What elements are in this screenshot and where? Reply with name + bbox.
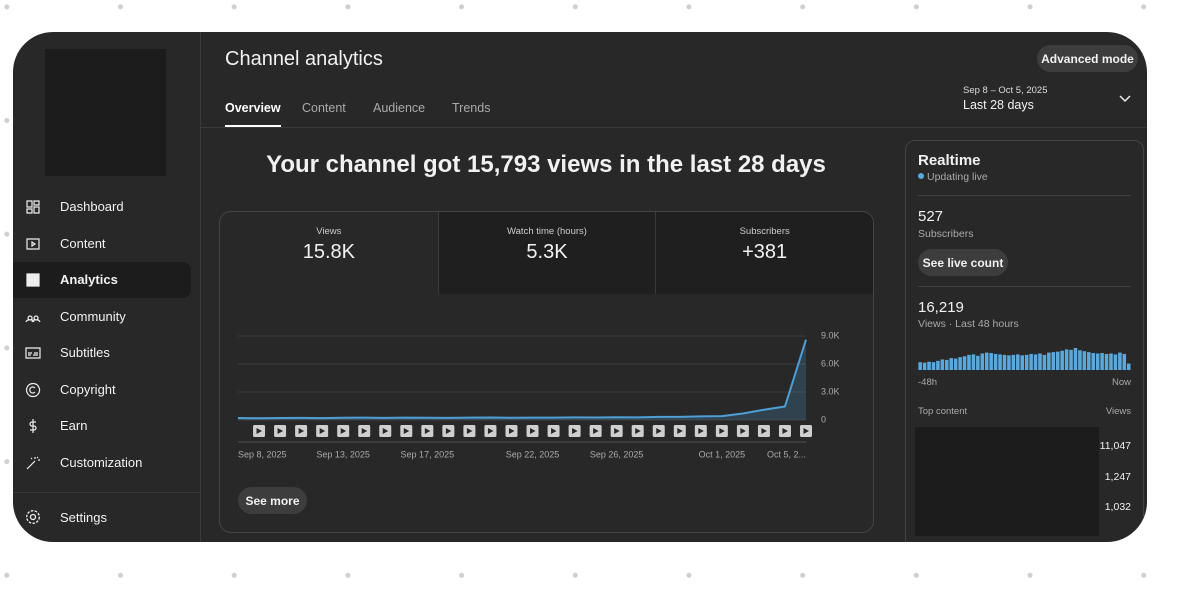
views-count: 16,219	[918, 299, 964, 316]
metric-label: Views	[316, 226, 342, 237]
icon-shape	[25, 347, 41, 359]
active-nav-background	[13, 262, 191, 298]
top-content-view-count: 11,047	[1099, 440, 1131, 452]
divider	[918, 195, 1131, 196]
metric-tab[interactable]: Views 15.8K	[220, 212, 438, 294]
top-content-view-count: 1,247	[1104, 470, 1131, 483]
subscriber-count: 527	[918, 208, 944, 225]
tab[interactable]: Trends	[452, 101, 491, 115]
nav-icon	[25, 314, 41, 322]
see-live-count-button[interactable]: See live count	[918, 249, 1008, 276]
icon-shape	[25, 382, 41, 397]
views-label: Views · Last 48 hours	[918, 318, 1019, 330]
subscriber-label: Subscribers	[918, 228, 974, 240]
tab[interactable]: Audience	[373, 101, 426, 115]
nav-item[interactable]: Copyright	[60, 381, 116, 397]
metric-label: Watch time (hours)	[507, 226, 587, 237]
nav-item[interactable]: Subtitles	[60, 345, 110, 360]
channel-avatar	[45, 49, 166, 176]
divider	[918, 286, 1131, 287]
icon-shape	[26, 456, 40, 469]
nav-item[interactable]: Content	[60, 235, 106, 251]
sidebar-divider	[200, 32, 201, 542]
tab[interactable]: Content	[302, 101, 346, 115]
nav-icon	[25, 382, 41, 397]
nav-item[interactable]: Dashboard	[60, 199, 124, 214]
icon-shape	[26, 200, 40, 214]
icon-shape	[29, 419, 37, 433]
header-divider	[200, 127, 1147, 128]
sidebar-footer-divider	[13, 492, 200, 493]
icon-shape	[26, 237, 40, 250]
dropdown-chevron[interactable]	[1119, 95, 1131, 103]
metric-value: 5.3K	[526, 241, 568, 263]
metric-tab[interactable]: Watch time (hours) 5.3K	[437, 212, 656, 294]
tab-underline	[225, 125, 281, 127]
period[interactable]: Last 28 days	[963, 98, 1034, 112]
date-range: Sep 8 – Oct 5, 2025	[963, 85, 1048, 96]
overview-card: Views 15.8K Watch time (hours) 5.3K Subscrib…	[219, 211, 874, 533]
settings-icon	[26, 510, 40, 524]
see-more-button[interactable]: See more	[238, 487, 307, 514]
nav-item[interactable]: Customization	[60, 454, 143, 470]
nav-icon	[26, 200, 40, 214]
nav-item[interactable]: Analytics	[60, 272, 118, 287]
page-title: Channel analytics	[225, 48, 383, 70]
metric-tab[interactable]: Subscribers +381	[655, 212, 873, 294]
studio-content: Dashboard Content Analytics Community Subtit…	[13, 32, 1147, 542]
headline: Your channel got 15,793 views in the las…	[266, 151, 826, 178]
nav-icon	[25, 347, 41, 359]
nav-icon	[26, 237, 40, 250]
nav-icon	[26, 456, 40, 469]
nav-icon	[26, 273, 40, 287]
top-content-view-count: 1,032	[1104, 501, 1131, 513]
metric-value: 15.8K	[302, 241, 355, 263]
bars-end-label: Now	[1111, 377, 1131, 388]
realtime-card	[905, 140, 1144, 542]
realtime-title: Realtime	[918, 152, 981, 169]
nav-item[interactable]: Earn	[60, 418, 88, 433]
settings-link[interactable]: Settings	[60, 510, 107, 525]
studio-window: Dashboard Content Analytics Community Subtit…	[13, 32, 1147, 542]
tab[interactable]: Overview	[225, 101, 281, 115]
metric-label: Subscribers	[739, 226, 790, 237]
top-content-label: Top content	[918, 406, 968, 417]
nav-item[interactable]: Community	[60, 308, 126, 324]
icon-shape	[25, 314, 41, 322]
bars-start-label: -48h	[918, 377, 938, 388]
nav-icon	[29, 419, 37, 433]
views-header: Views	[1105, 406, 1131, 417]
live-dot	[918, 173, 924, 179]
icon-shape	[26, 273, 40, 287]
realtime-status: Updating live	[927, 171, 988, 183]
advanced-mode-button[interactable]: Advanced mode	[1037, 45, 1138, 72]
metric-value: +381	[742, 241, 788, 263]
top-content-thumbnails	[915, 427, 1099, 536]
